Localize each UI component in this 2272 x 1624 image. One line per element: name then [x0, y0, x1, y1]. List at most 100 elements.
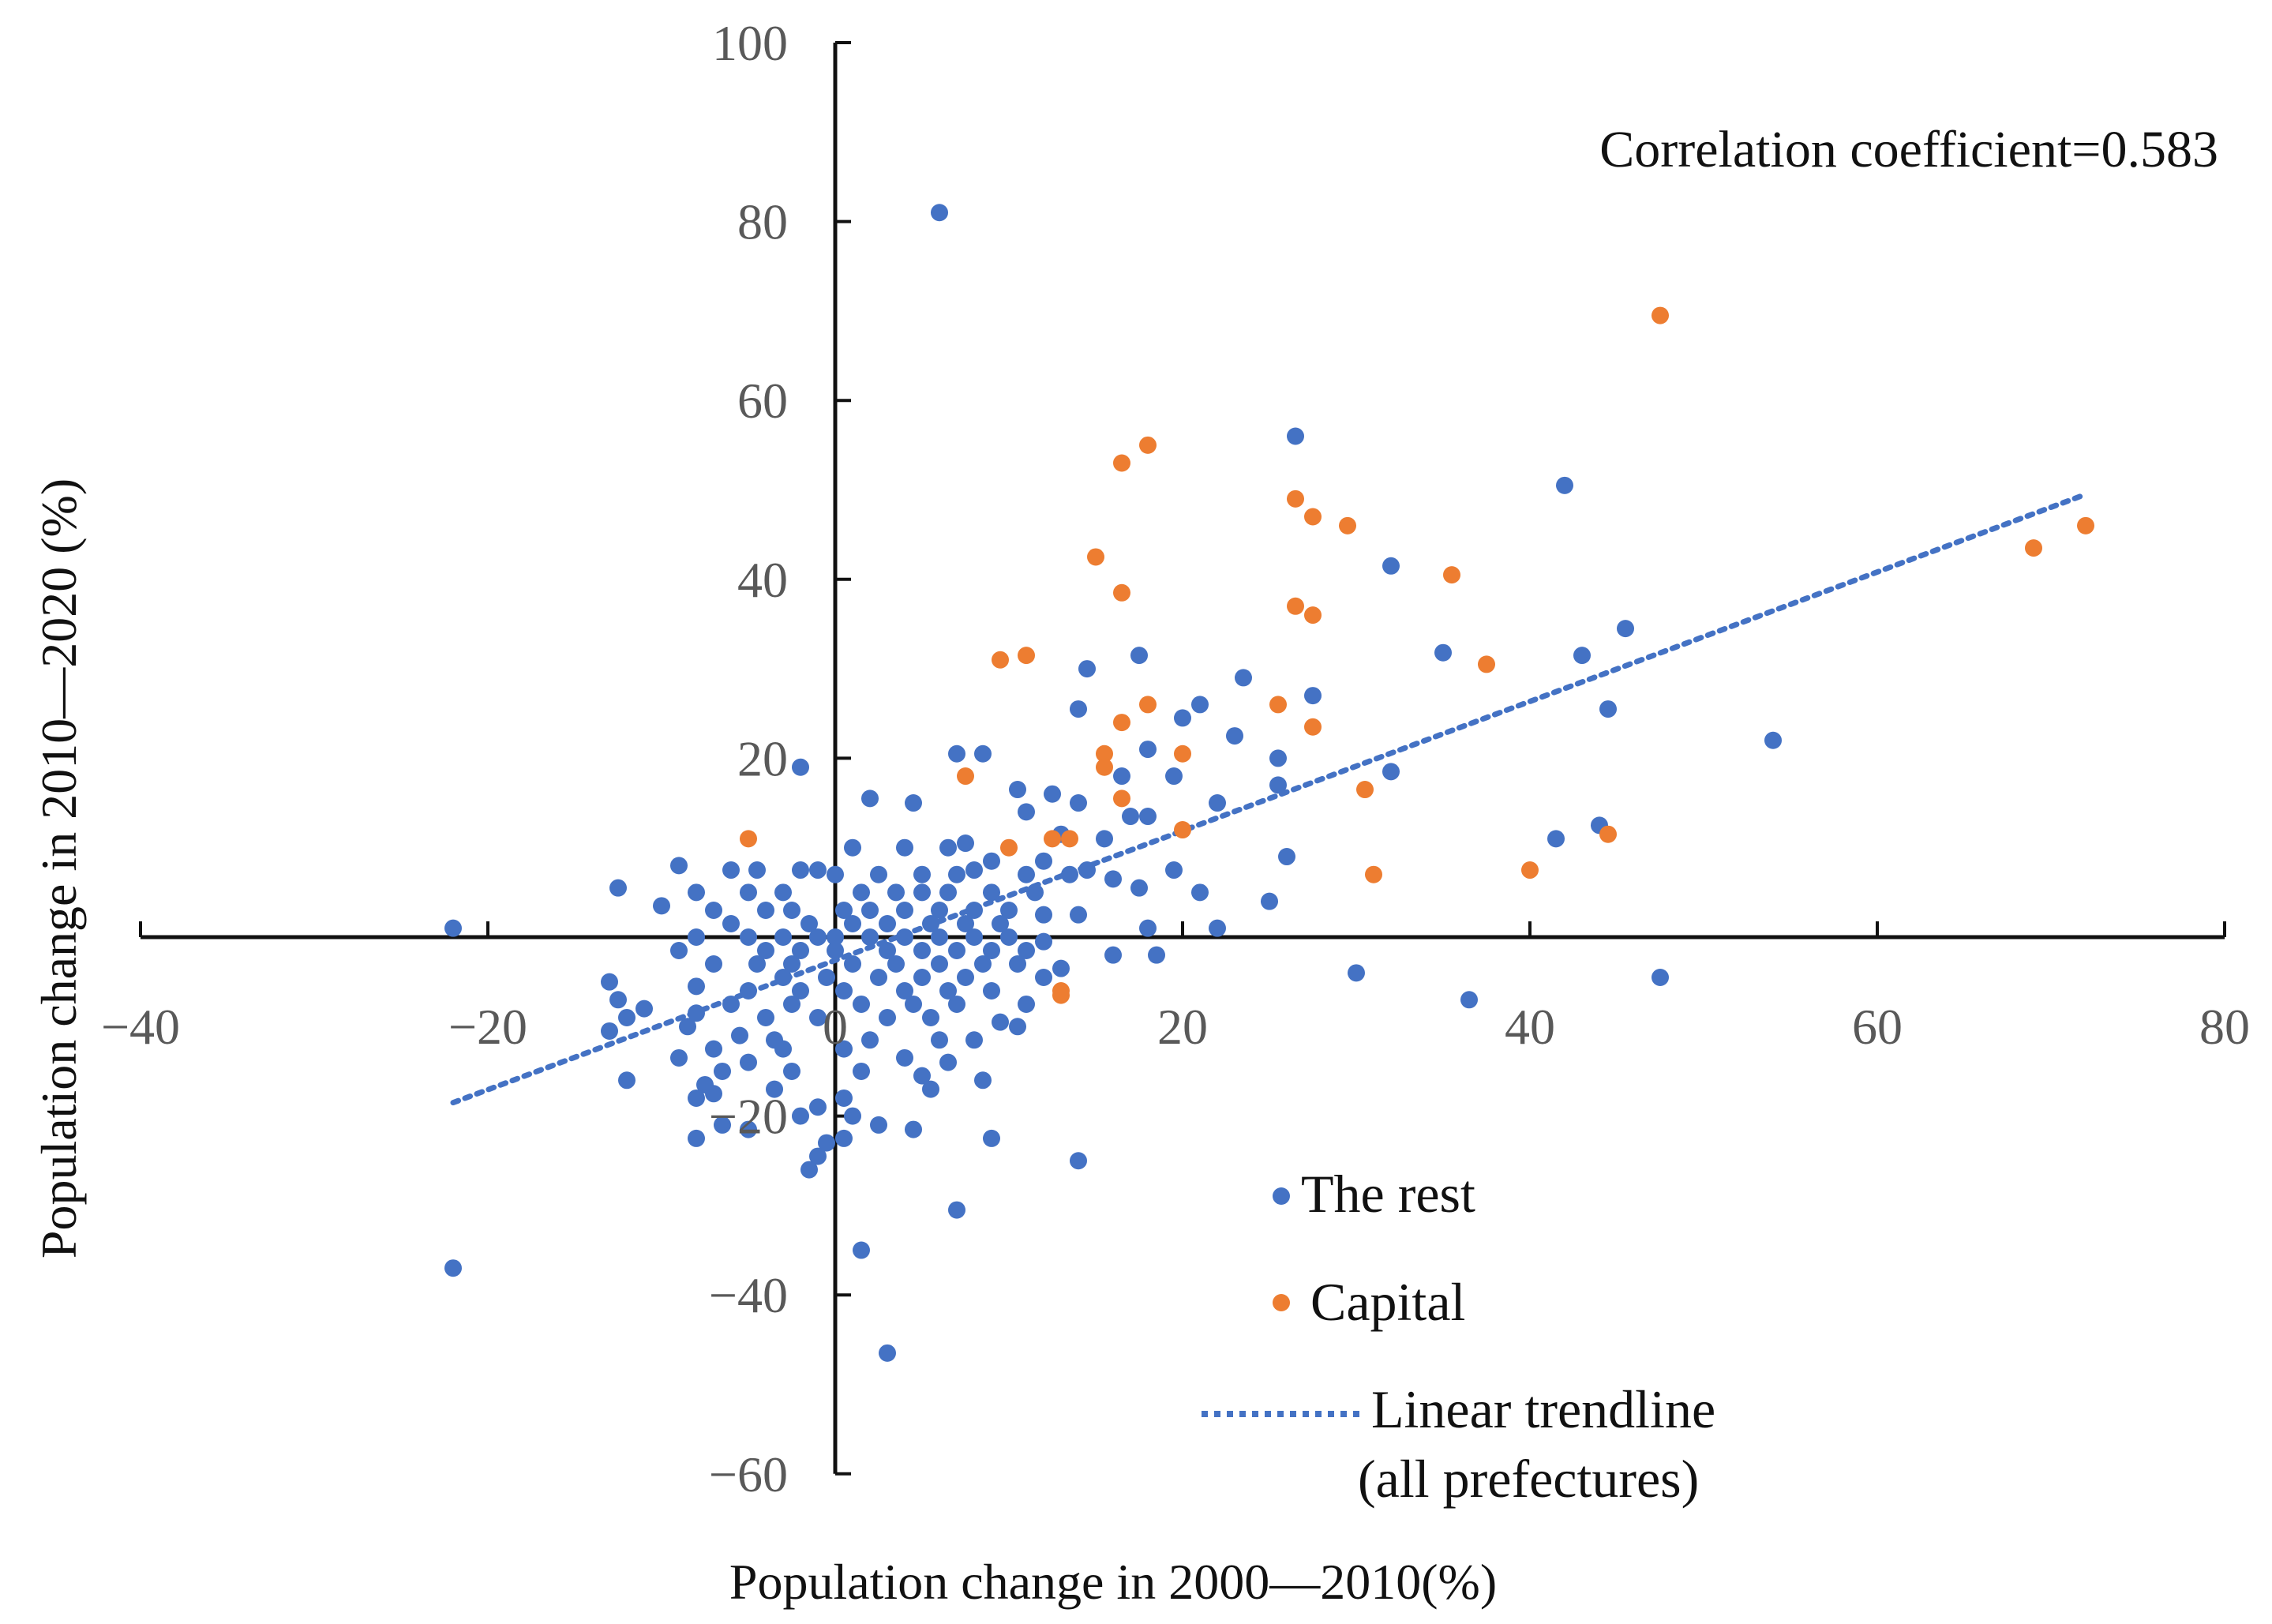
point-rest	[1599, 700, 1617, 718]
point-rest	[1078, 861, 1096, 880]
point-rest	[983, 852, 1000, 870]
point-rest	[1035, 968, 1052, 986]
point-capital	[1174, 821, 1191, 839]
point-rest	[809, 1008, 827, 1026]
point-rest	[1139, 919, 1157, 937]
point-rest	[1191, 696, 1209, 714]
point-capital	[1365, 865, 1382, 883]
point-rest	[939, 838, 957, 857]
points-layer	[444, 204, 2094, 1362]
point-rest	[705, 1085, 722, 1103]
point-rest	[861, 789, 879, 808]
point-rest	[957, 915, 974, 933]
point-rest	[1018, 803, 1035, 821]
point-rest	[748, 955, 766, 973]
point-rest	[992, 1013, 1009, 1031]
point-rest	[1104, 946, 1122, 964]
x-tick-label: 60	[1852, 999, 1903, 1055]
point-rest	[974, 744, 992, 763]
x-tick-label: 0	[823, 999, 848, 1055]
point-rest	[1269, 749, 1287, 767]
point-rest	[931, 1031, 948, 1049]
point-capital	[1599, 825, 1617, 843]
point-rest	[827, 865, 844, 883]
point-rest	[974, 1071, 992, 1090]
point-rest	[913, 1067, 931, 1085]
point-rest	[809, 1098, 827, 1116]
point-rest	[974, 955, 992, 973]
point-rest	[1096, 830, 1113, 848]
point-capital	[1096, 758, 1113, 776]
point-rest	[827, 928, 844, 946]
point-rest	[1617, 620, 1634, 638]
point-rest	[870, 1116, 887, 1134]
point-rest	[705, 902, 722, 920]
legend-marker-rest	[1273, 1187, 1290, 1205]
point-rest	[870, 968, 887, 986]
point-rest	[688, 883, 705, 902]
point-rest	[983, 1129, 1000, 1147]
point-capital	[1113, 583, 1130, 602]
point-rest	[1382, 557, 1400, 575]
point-rest	[853, 995, 870, 1013]
point-rest	[948, 995, 965, 1013]
point-rest	[783, 902, 800, 920]
point-rest	[835, 1089, 853, 1107]
x-tick-label: 80	[2199, 999, 2250, 1055]
y-tick-label: −60	[709, 1446, 788, 1502]
y-tick-label: 20	[737, 730, 788, 786]
point-rest	[774, 928, 792, 946]
point-rest	[965, 928, 983, 946]
x-tick-label: −20	[448, 999, 527, 1055]
point-capital	[1652, 306, 1669, 324]
point-capital	[1000, 838, 1018, 857]
point-rest	[835, 981, 853, 1000]
point-rest	[1287, 427, 1304, 445]
point-rest	[844, 1107, 861, 1125]
point-rest	[609, 879, 627, 897]
point-rest	[983, 981, 1000, 1000]
point-capital	[1113, 789, 1130, 808]
point-rest	[853, 1241, 870, 1259]
point-rest	[601, 1022, 618, 1040]
point-rest	[774, 1040, 792, 1058]
point-rest	[1130, 647, 1148, 665]
point-rest	[913, 865, 931, 883]
point-rest	[1070, 700, 1087, 718]
point-capital	[992, 651, 1009, 669]
point-rest	[774, 883, 792, 902]
point-capital	[1139, 696, 1157, 714]
point-rest	[931, 928, 948, 946]
point-rest	[931, 902, 948, 920]
point-rest	[1191, 883, 1209, 902]
point-rest	[870, 865, 887, 883]
point-rest	[809, 861, 827, 880]
point-rest	[722, 995, 740, 1013]
point-rest	[1652, 968, 1669, 986]
point-rest	[992, 915, 1009, 933]
point-rest	[809, 1147, 827, 1165]
point-capital	[1096, 744, 1113, 763]
point-rest	[766, 1080, 783, 1098]
point-capital	[1113, 714, 1130, 732]
point-rest	[1018, 995, 1035, 1013]
y-tick-label: 100	[712, 15, 788, 71]
legend-label-trendline-sub: (all prefectures)	[1358, 1449, 1699, 1509]
point-rest	[1052, 959, 1070, 977]
point-rest	[714, 1062, 731, 1080]
point-rest	[618, 1071, 635, 1090]
point-rest	[653, 897, 670, 915]
point-rest	[931, 955, 948, 973]
legend: The rest Capital Linear trendline (all p…	[1202, 1164, 1715, 1509]
point-capital	[1478, 655, 1495, 673]
point-rest	[1261, 892, 1278, 910]
point-rest	[714, 1116, 731, 1134]
point-rest	[913, 968, 931, 986]
point-rest	[931, 204, 948, 222]
point-rest	[1035, 852, 1052, 870]
point-rest	[905, 1120, 922, 1138]
y-tick-label: 80	[737, 194, 788, 250]
point-rest	[1139, 741, 1157, 759]
point-capital	[2025, 539, 2042, 557]
